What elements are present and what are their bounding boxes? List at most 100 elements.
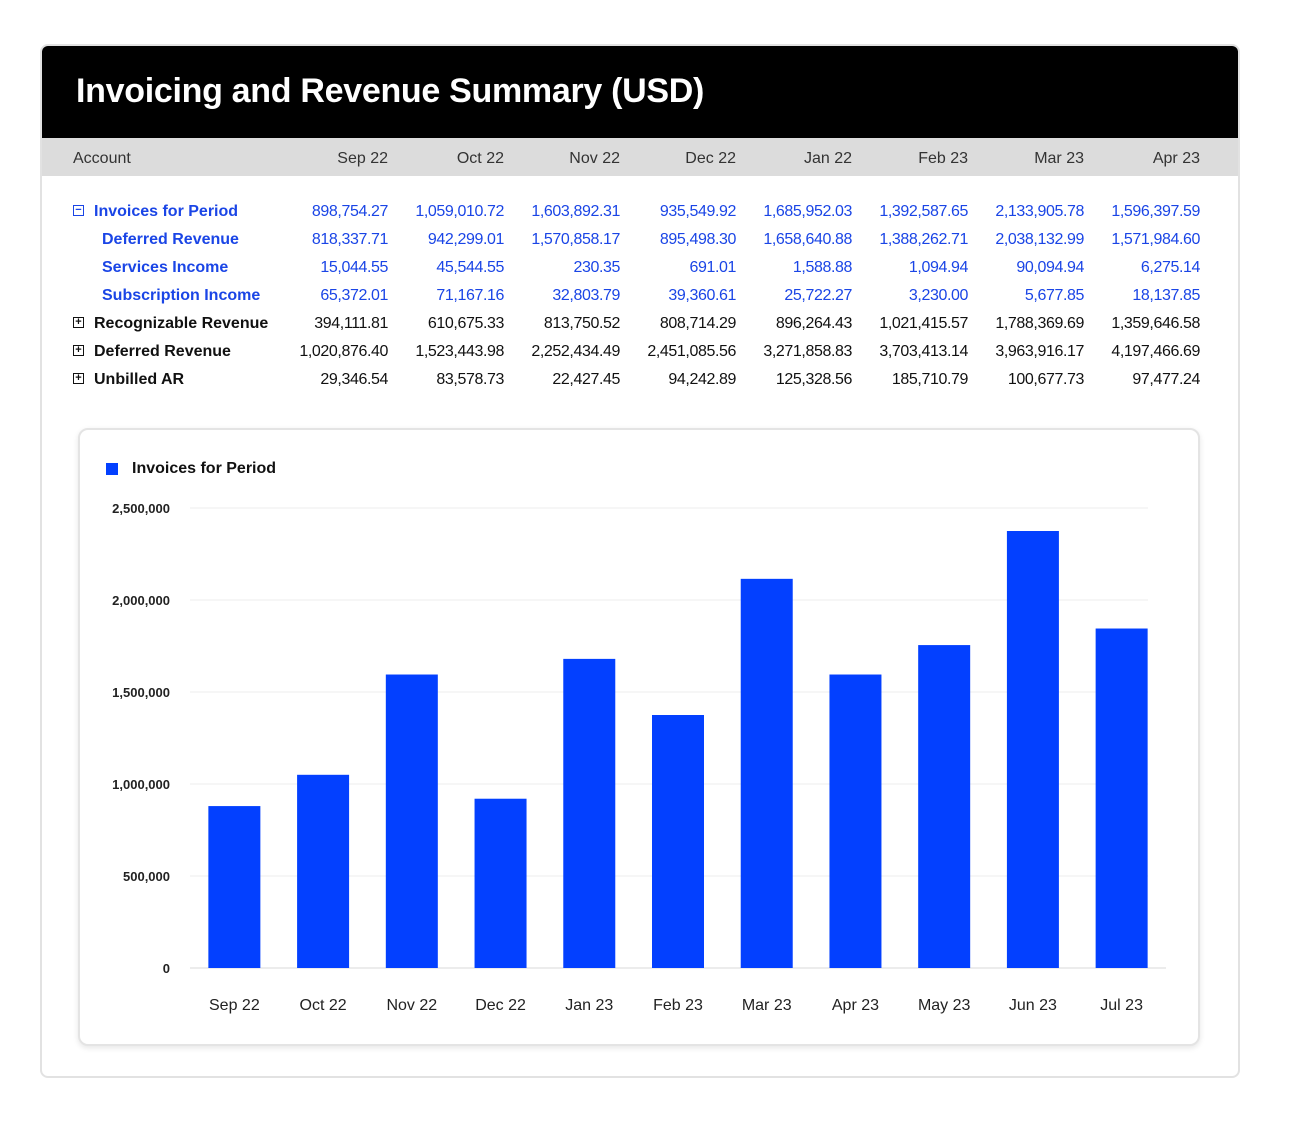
table-cell: 1,392,587.65 [879, 203, 968, 220]
x-tick-label: May 23 [918, 997, 971, 1014]
summary-card: Invoicing and Revenue Summary (USD) Acco… [40, 44, 1240, 1078]
bar [474, 798, 527, 968]
table-cell: 5,677.85 [1024, 287, 1084, 304]
table-cell: 39,360.61 [668, 287, 736, 304]
table-cell: 2,252,434.49 [531, 343, 620, 360]
table-cell: 90,094.94 [1016, 259, 1084, 276]
y-tick-label: 1,000,000 [112, 777, 170, 792]
table-cell: 3,703,413.14 [879, 343, 968, 360]
table-cell: 94,242.89 [668, 371, 736, 388]
table-cell: 25,722.27 [784, 287, 852, 304]
column-header: Jan 22 [803, 150, 852, 167]
bar [297, 774, 350, 968]
table-cell: 15,044.55 [320, 259, 388, 276]
row-label[interactable]: Invoices for Period [94, 203, 239, 220]
table-row: + Recognizable Revenue 394,111.81 610,675.3… [42, 310, 1238, 338]
table-cell: 691.01 [689, 259, 736, 276]
table-cell: 898,754.27 [311, 203, 388, 220]
x-tick-label: Oct 22 [300, 997, 347, 1014]
table-cell: 71,167.16 [436, 287, 504, 304]
expand-icon[interactable]: + [73, 373, 84, 384]
chart-card: Invoices for Period 0 500,000 1,000,000 1,5… [78, 428, 1200, 1046]
column-header: Feb 23 [918, 150, 968, 167]
x-tick-label: Apr 23 [832, 997, 879, 1014]
card-header: Invoicing and Revenue Summary (USD) [42, 46, 1238, 138]
table-cell: 895,498.30 [659, 231, 736, 248]
table-cell: 65,372.01 [320, 287, 388, 304]
table-cell: 22,427.45 [552, 371, 620, 388]
table-cell: 1,596,397.59 [1111, 203, 1200, 220]
table-cell: 29,346.54 [320, 371, 388, 388]
table-cell: 1,094.94 [908, 259, 968, 276]
bar [563, 658, 616, 968]
table-cell: 83,578.73 [436, 371, 504, 388]
row-label[interactable]: Unbilled AR [94, 371, 185, 388]
table-row: − Invoices for Period 898,754.27 1,059,010.… [42, 198, 1238, 226]
y-tick-label: 2,000,000 [112, 593, 170, 608]
x-tick-label: Dec 22 [475, 997, 526, 1014]
row-label[interactable]: Deferred Revenue [94, 343, 231, 360]
bar [740, 578, 793, 968]
table-cell: 1,021,415.57 [879, 315, 968, 332]
table-cell: 1,523,443.98 [415, 343, 504, 360]
table-cell: 1,571,984.60 [1111, 231, 1200, 248]
bar-chart: 0 500,000 1,000,000 1,500,000 2,000,000 2,500… [112, 501, 1166, 1014]
table-cell: 45,544.55 [436, 259, 504, 276]
table-cell: 3,271,858.83 [763, 343, 852, 360]
bar [1006, 531, 1059, 968]
bar [208, 806, 261, 968]
page-title: Invoicing and Revenue Summary (USD) [76, 72, 705, 110]
table-cell: 813,750.52 [543, 315, 620, 332]
table-cell: 1,388,262.71 [879, 231, 968, 248]
bar [829, 674, 882, 968]
table-cell: 185,710.79 [891, 371, 968, 388]
table-cell: 610,675.33 [427, 315, 504, 332]
table-cell: 1,020,876.40 [299, 343, 388, 360]
y-tick-label: 500,000 [123, 869, 170, 884]
account-column-header: Account [73, 150, 131, 167]
table-cell: 1,059,010.72 [415, 203, 504, 220]
column-header: Oct 22 [456, 150, 504, 167]
table-cell: 3,963,916.17 [995, 343, 1084, 360]
expand-icon[interactable]: + [73, 317, 84, 328]
table-cell: 1,603,892.31 [531, 203, 620, 220]
column-header: Dec 22 [685, 150, 736, 167]
legend-label: Invoices for Period [132, 460, 277, 477]
y-tick-label: 0 [163, 961, 170, 976]
y-tick-label: 2,500,000 [112, 501, 170, 516]
row-label: Services Income [102, 259, 229, 276]
table-cell: 97,477.24 [1132, 371, 1200, 388]
x-tick-label: Sep 22 [209, 997, 260, 1014]
row-label: Deferred Revenue [102, 231, 239, 248]
table-cell: 935,549.92 [659, 203, 736, 220]
table-cell: 125,328.56 [775, 371, 852, 388]
x-tick-label: Jun 23 [1009, 997, 1057, 1014]
table-header-row: Account Sep 22 Oct 22 Nov 22 Dec 22 Jan 22 Fe… [42, 138, 1238, 176]
legend-swatch [106, 463, 118, 475]
y-tick-label: 1,500,000 [112, 685, 170, 700]
table-cell: 1,685,952.03 [763, 203, 852, 220]
column-header: Mar 23 [1034, 150, 1084, 167]
table-cell: 818,337.71 [311, 231, 388, 248]
bar [652, 715, 704, 968]
table-cell: 230.35 [573, 259, 620, 276]
collapse-icon[interactable]: − [73, 205, 84, 216]
x-tick-label: Feb 23 [653, 997, 703, 1014]
table-cell: 1,788,369.69 [995, 315, 1084, 332]
x-tick-label: Mar 23 [742, 997, 792, 1014]
table-cell: 3,230.00 [908, 287, 968, 304]
table-cell: 32,803.79 [552, 287, 620, 304]
table-cell: 394,111.81 [314, 315, 388, 332]
table-cell: 1,359,646.58 [1111, 315, 1200, 332]
row-label[interactable]: Recognizable Revenue [94, 315, 269, 332]
column-header: Nov 22 [569, 150, 620, 167]
table-cell: 6,275.14 [1140, 259, 1200, 276]
table-row: + Unbilled AR 29,346.54 83,578.73 22,427.45 9… [42, 366, 1238, 394]
table-cell: 1,658,640.88 [763, 231, 852, 248]
table-cell: 896,264.43 [775, 315, 852, 332]
table-cell: 808,714.29 [659, 315, 736, 332]
table-cell: 100,677.73 [1007, 371, 1084, 388]
expand-icon[interactable]: + [73, 345, 84, 356]
table-cell: 4,197,466.69 [1111, 343, 1200, 360]
table-cell: 1,588.88 [792, 259, 852, 276]
